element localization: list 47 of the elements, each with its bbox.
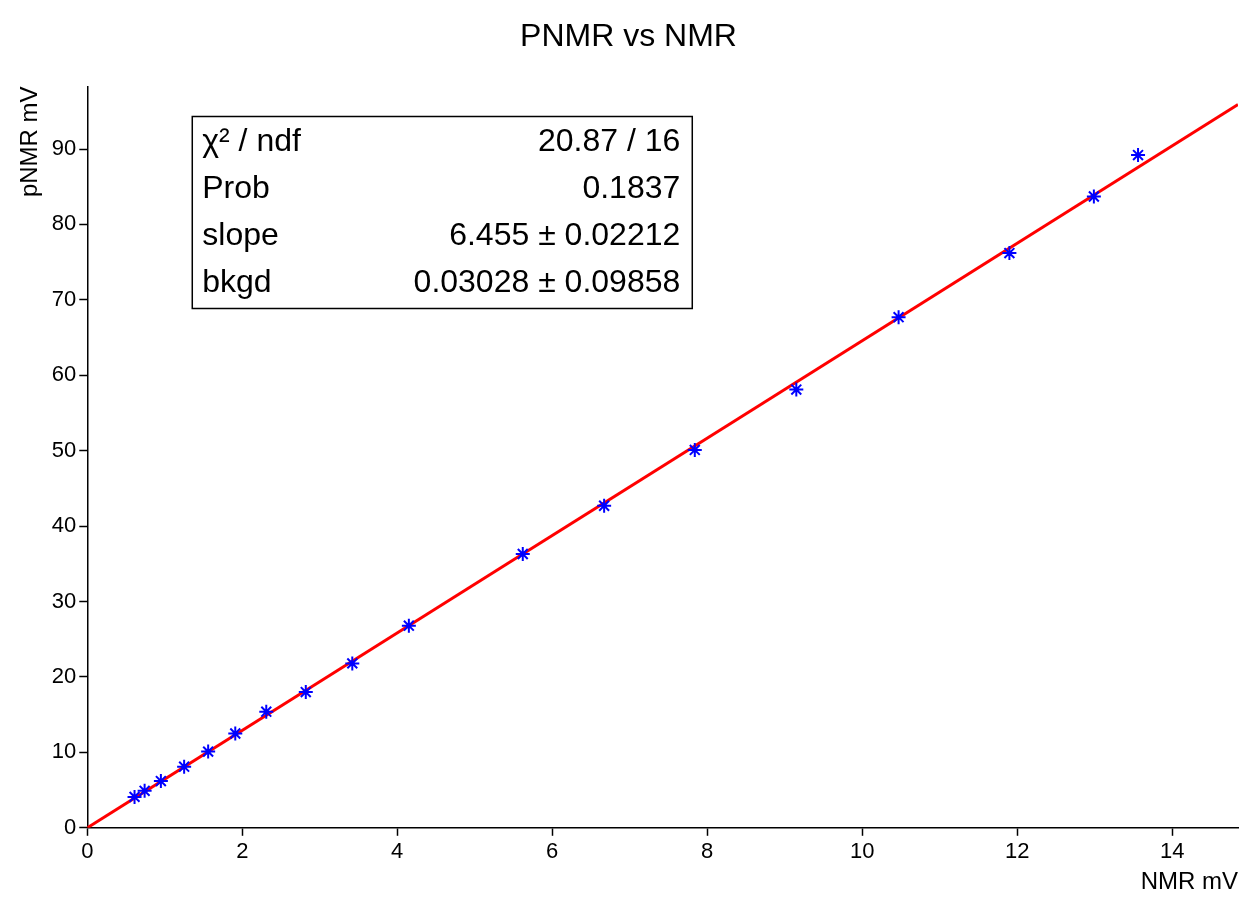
- y-tick-label: 70: [51, 285, 77, 311]
- annotation: 0.1837: [582, 168, 681, 205]
- chart-title: PNMR vs NMR: [520, 17, 737, 54]
- x-tick-label: 0: [81, 838, 94, 864]
- annotation: 0.03028 ± 0.09858: [413, 262, 681, 299]
- point: [686, 441, 703, 458]
- x-tick-label: 12: [1004, 838, 1030, 864]
- annotation: Prob: [202, 168, 270, 205]
- y-tick-label: 50: [51, 436, 77, 462]
- annotation: χ² / ndf: [202, 121, 301, 158]
- point: [1130, 147, 1147, 164]
- x-tick-label: 14: [1159, 838, 1185, 864]
- point: [400, 617, 417, 634]
- y-tick-label: 60: [51, 361, 77, 387]
- x-tick-label: 10: [849, 838, 875, 864]
- point: [126, 788, 143, 805]
- y-tick-label: 80: [51, 210, 77, 236]
- x-tick-label: 4: [391, 838, 404, 864]
- point: [344, 655, 361, 672]
- x-axis-title: NMR mV: [1140, 867, 1238, 895]
- point: [152, 773, 169, 790]
- point: [596, 497, 613, 514]
- annotation: 20.87 / 16: [537, 121, 681, 158]
- point: [890, 309, 907, 326]
- point: [297, 684, 314, 701]
- point: [176, 758, 193, 775]
- point: [258, 703, 275, 720]
- y-axis-title: pNMR mV: [15, 86, 43, 198]
- x-tick-label: 2: [236, 838, 249, 864]
- x-tick-label: 6: [546, 838, 559, 864]
- point: [200, 743, 217, 760]
- annotation: slope: [202, 215, 279, 252]
- y-tick-label: 20: [51, 663, 77, 689]
- y-tick-label: 0: [64, 813, 77, 839]
- annotation: bkgd: [202, 262, 272, 299]
- point: [227, 725, 244, 742]
- y-tick-label: 30: [51, 587, 77, 613]
- annotation: 6.455 ± 0.02212: [449, 215, 681, 252]
- y-tick-label: 90: [51, 135, 77, 161]
- point: [1085, 188, 1102, 205]
- point: [1001, 245, 1018, 262]
- point: [514, 546, 531, 563]
- point: [136, 782, 153, 799]
- y-tick-label: 10: [51, 738, 77, 764]
- y-tick-label: 40: [51, 512, 77, 538]
- point: [788, 381, 805, 398]
- x-tick-label: 8: [701, 838, 714, 864]
